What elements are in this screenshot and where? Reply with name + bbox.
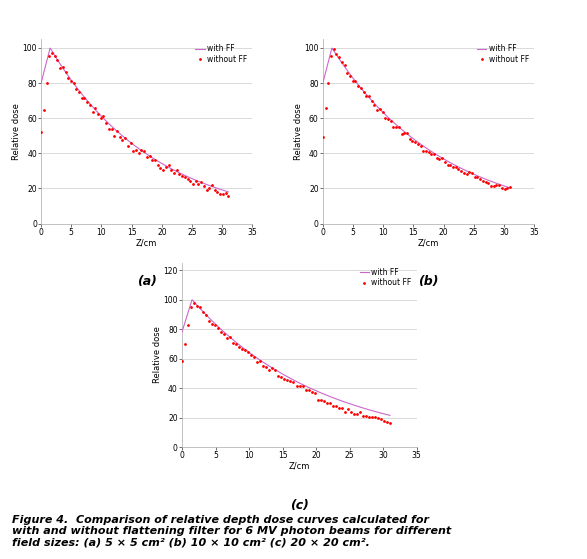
Line: with FF: with FF [323,48,510,188]
without FF [208,321,215,328]
without FF [48,49,55,56]
without FF [97,115,104,121]
Text: (a): (a) [137,275,157,288]
with FF [38,80,45,87]
with FF [188,296,195,303]
Line: without FF: without FF [322,48,511,190]
with FF [431,150,438,157]
without FF [230,340,237,347]
without FF [330,45,337,52]
without FF [143,154,150,160]
without FF [359,412,366,419]
with FF [421,144,428,150]
without FF [501,186,508,192]
without FF [386,420,393,427]
X-axis label: Z/cm: Z/cm [136,238,157,247]
without FF [482,179,489,186]
Legend: with FF, without FF: with FF, without FF [358,267,413,289]
with FF [386,412,393,419]
Y-axis label: Relative dose: Relative dose [153,326,162,383]
without FF [65,75,72,82]
Legend: with FF, without FF: with FF, without FF [475,43,530,65]
Y-axis label: Relative dose: Relative dose [12,103,21,160]
with FF [319,80,326,87]
without FF [38,129,45,135]
Text: (b): (b) [419,275,438,288]
without FF [200,183,207,190]
with FF [178,329,185,335]
Line: without FF: without FF [181,301,392,425]
with FF [46,45,53,51]
Legend: with FF, without FF: with FF, without FF [194,43,248,65]
with FF [291,377,298,384]
with FF [127,139,134,146]
with FF [410,135,417,142]
with FF [149,155,156,162]
without FF [191,300,198,306]
without FF [319,134,326,140]
with FF [473,172,480,179]
without FF [425,149,432,155]
with FF [502,183,510,190]
with FF [409,135,416,141]
without FF [225,193,232,200]
without FF [198,178,205,185]
without FF [507,183,514,190]
Text: (c): (c) [290,499,309,512]
without FF [84,98,91,105]
without FF [245,348,252,355]
without FF [178,358,185,364]
with FF [507,184,514,191]
with FF [191,177,198,183]
without FF [401,130,408,136]
without FF [356,409,363,415]
X-axis label: Z/cm: Z/cm [289,462,310,471]
with FF [382,411,389,418]
without FF [296,382,303,389]
Line: with FF: with FF [41,48,228,192]
with FF [328,45,335,51]
Text: Figure 4.  Comparison of relative depth dose curves calculated for
with and with: Figure 4. Comparison of relative depth d… [12,515,451,548]
Line: without FF: without FF [40,51,230,197]
without FF [346,73,353,79]
with FF [128,140,135,146]
with FF [303,383,310,390]
with FF [349,401,356,408]
with FF [139,148,146,155]
without FF [379,109,386,116]
with FF [221,187,228,194]
Y-axis label: Relative dose: Relative dose [294,103,303,160]
X-axis label: Z/cm: Z/cm [418,238,439,247]
with FF [279,371,286,377]
Line: with FF: with FF [182,300,390,415]
with FF [225,188,232,195]
without FF [366,92,373,99]
with FF [278,370,285,377]
